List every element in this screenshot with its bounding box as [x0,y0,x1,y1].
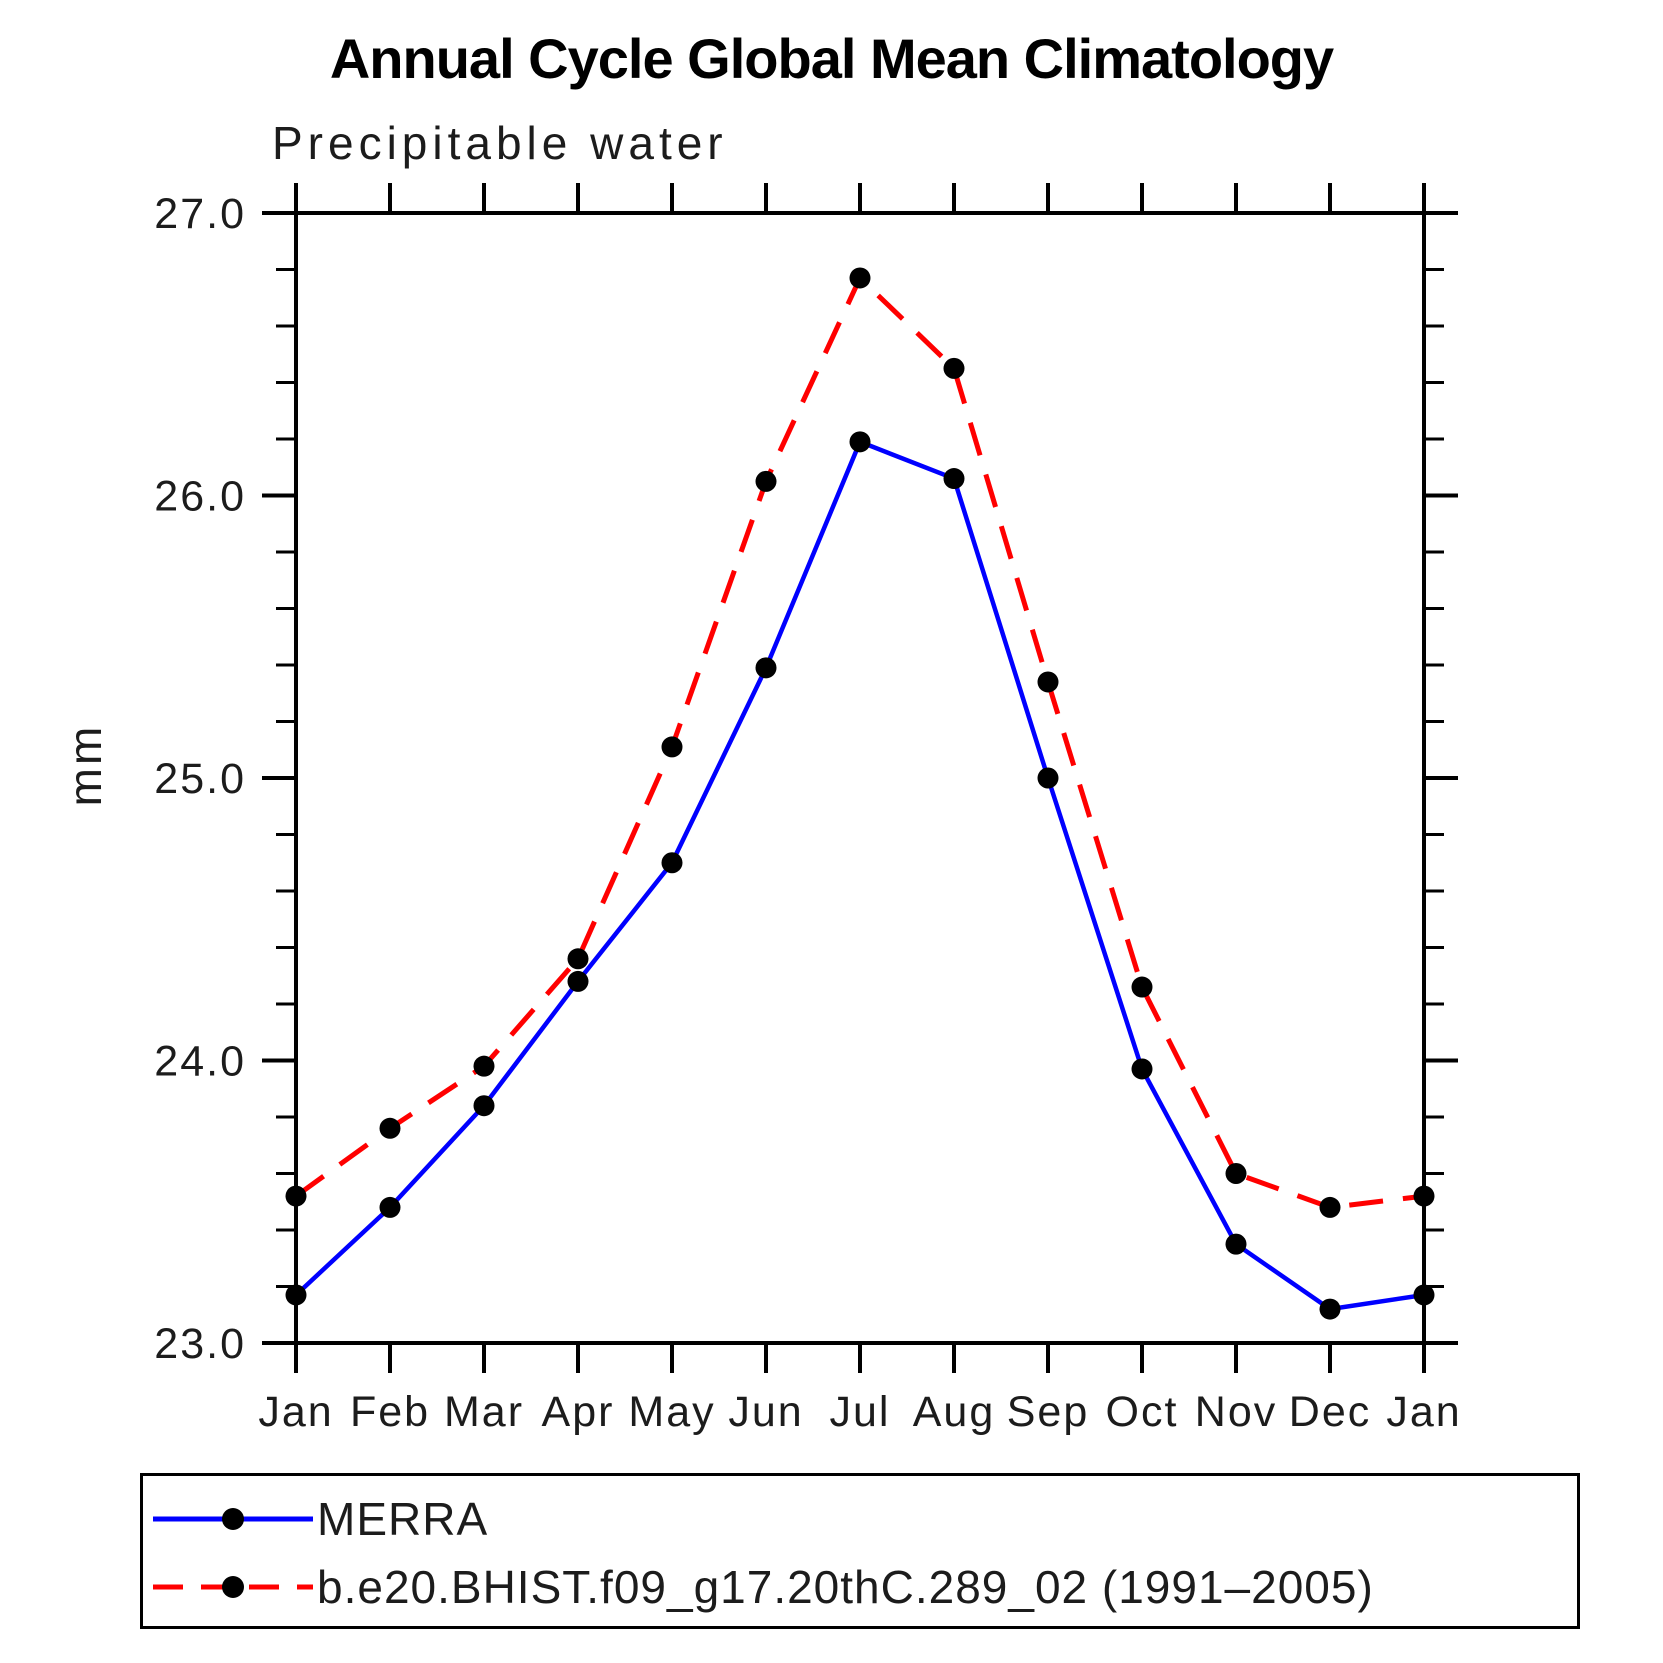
data-point-model [473,1055,495,1077]
legend-label-merra: MERRA [317,1493,489,1545]
x-tick-label: Apr [542,1388,615,1436]
data-point-model [1225,1163,1247,1184]
legend-line-sample-merra [153,1508,313,1530]
x-tick-label: Oct [1106,1388,1179,1436]
data-point-model [567,948,589,970]
data-point-model [1131,976,1153,998]
x-tick-label: Dec [1289,1388,1371,1436]
legend-sample-marker [222,1508,244,1530]
legend-item-merra: MERRA [143,1488,1577,1550]
plot-frame [294,211,1426,1345]
data-point-merra [1413,1284,1435,1306]
data-point-model [661,736,683,758]
series-line-model [294,273,1425,1210]
y-tick-label: 25.0 [154,755,246,803]
x-tick-label: Jul [830,1388,891,1436]
data-point-model [849,267,871,289]
data-point-merra [849,431,871,453]
data-point-model [379,1117,401,1139]
x-tick-label: Sep [1007,1388,1090,1436]
data-point-merra [1037,767,1059,789]
data-point-model [285,1185,307,1207]
x-tick-label: Aug [913,1388,996,1436]
data-point-merra [379,1196,401,1218]
y-tick-label: 24.0 [154,1038,246,1086]
data-point-merra [567,970,589,992]
data-point-merra [1225,1233,1247,1255]
legend-item-model: b.e20.BHIST.f09_g17.20thC.289_02 (1991–2… [143,1556,1577,1618]
x-tick-label: Jan [258,1388,333,1436]
y-tick-label: 27.0 [154,190,246,238]
x-tick-label: Nov [1195,1388,1277,1436]
data-point-merra [661,852,683,874]
legend-label-model: b.e20.BHIST.f09_g17.20thC.289_02 (1991–2… [317,1561,1374,1613]
data-point-merra [285,1284,307,1306]
x-tick-label: Jun [728,1388,803,1436]
data-point-model [1413,1185,1435,1207]
y-tick-label: 26.0 [154,473,246,521]
legend-line-sample-model [153,1576,313,1598]
x-tick-label: Mar [444,1388,524,1436]
data-point-model [943,357,965,379]
data-point-merra [1131,1058,1153,1080]
y-tick-label: 23.0 [154,1320,246,1368]
data-point-merra [943,468,965,490]
data-point-merra [473,1095,495,1117]
data-point-merra [755,657,777,679]
chart-subtitle: Precipitable water [272,117,728,169]
x-tick-label: May [628,1388,715,1436]
data-point-model [1037,671,1059,693]
x-tick-label: Jan [1386,1388,1461,1436]
data-point-merra [1319,1298,1341,1320]
legend-sample-marker [222,1576,244,1598]
legend: MERRA b.e20.BHIST.f09_g17.20thC.289_02 (… [140,1473,1580,1629]
chart-title: Annual Cycle Global Mean Climatology [329,27,1334,90]
data-point-model [755,470,777,492]
data-point-model [1319,1196,1341,1218]
x-tick-label: Feb [350,1388,430,1436]
